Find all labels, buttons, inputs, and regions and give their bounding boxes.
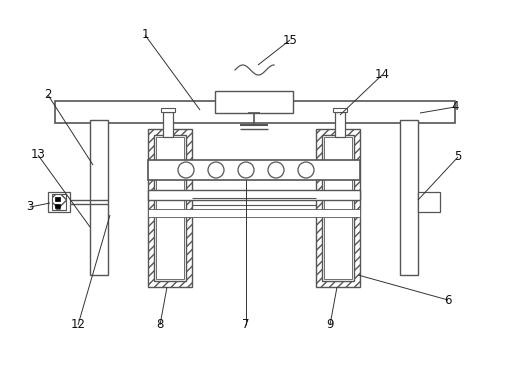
Bar — [322, 135, 354, 281]
Bar — [48, 192, 70, 212]
Circle shape — [208, 162, 224, 178]
Bar — [156, 137, 184, 279]
Bar — [215, 91, 293, 113]
Text: 15: 15 — [283, 33, 297, 46]
Text: 5: 5 — [454, 150, 462, 164]
Text: 8: 8 — [156, 318, 164, 332]
Bar — [148, 160, 360, 180]
Bar — [148, 129, 192, 287]
Bar — [333, 108, 347, 112]
Text: 13: 13 — [31, 148, 46, 162]
Text: 6: 6 — [444, 294, 452, 306]
Bar — [148, 209, 360, 217]
Circle shape — [178, 162, 194, 178]
Text: 4: 4 — [451, 100, 459, 114]
Bar — [90, 120, 108, 275]
Circle shape — [298, 162, 314, 178]
Bar — [324, 137, 352, 279]
Bar — [55, 204, 60, 208]
Bar — [400, 120, 418, 275]
Bar — [161, 108, 175, 112]
Bar — [163, 112, 173, 137]
Text: 14: 14 — [374, 69, 390, 81]
Circle shape — [238, 162, 254, 178]
Text: 7: 7 — [242, 318, 250, 332]
Bar — [418, 192, 440, 212]
Bar — [52, 194, 66, 210]
Bar — [55, 197, 60, 201]
Text: 3: 3 — [26, 201, 34, 213]
Text: 1: 1 — [141, 28, 149, 42]
Circle shape — [268, 162, 284, 178]
Bar — [335, 112, 345, 137]
Bar — [148, 190, 360, 200]
Text: 9: 9 — [326, 318, 334, 332]
Bar — [55, 101, 455, 123]
Text: 12: 12 — [71, 318, 86, 332]
Bar — [316, 129, 360, 287]
Text: 2: 2 — [44, 88, 52, 102]
Bar — [154, 135, 186, 281]
